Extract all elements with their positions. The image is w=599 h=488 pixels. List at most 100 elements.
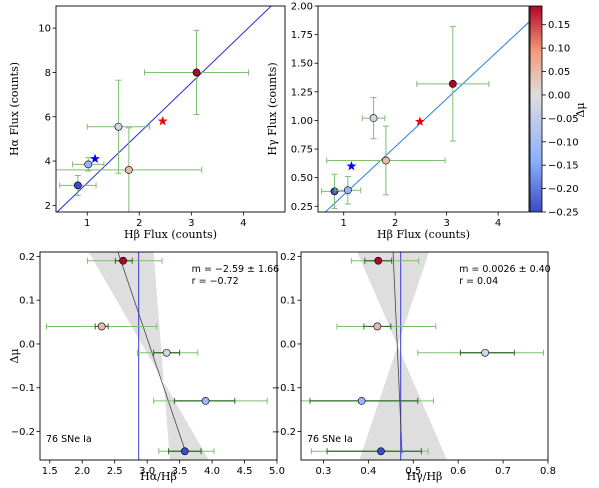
data-point: [382, 156, 390, 165]
x-tick-label: 4: [495, 218, 501, 229]
y-tick-label: −0.2: [272, 427, 296, 438]
colorbar-tick-label: 0.00: [548, 90, 570, 101]
y-tick-label: 0.1: [280, 296, 296, 307]
colorbar-gradient: [529, 5, 543, 213]
y-tick-label: 1.75: [291, 30, 313, 41]
halpha-vs-hbeta-panel: 1 2 3 4 2 4 6 8 10 Hβ Flux (counts) Hα Flux (count…: [8, 5, 286, 241]
x-tick-label: 1.5: [42, 466, 58, 477]
data-point: [180, 447, 189, 456]
y-tick-label: 10: [38, 24, 51, 35]
fit-annotation: r = 0.04: [459, 276, 498, 287]
colorbar-tick-label: −0.25: [548, 208, 579, 219]
star-marker: [415, 116, 425, 126]
error-bar: [310, 448, 429, 455]
fit-line: [392, 252, 403, 454]
y-tick-label: 8: [45, 68, 51, 79]
x-tick-label: 0.4: [360, 466, 376, 477]
plot-area: [301, 252, 545, 460]
data-point: [369, 114, 378, 123]
x-tick-label: 2: [392, 218, 398, 229]
x-tick-label: 0.3: [316, 466, 332, 477]
error-bar: [336, 323, 437, 330]
colorbar-tick-label: 0.10: [548, 44, 570, 55]
y-tick-label: 2: [45, 201, 51, 212]
data-point: [343, 186, 352, 195]
sample-label: 76 SNe Ia: [307, 434, 353, 445]
x-tick-label: 2.0: [74, 466, 90, 477]
y-axis-label: Hα Flux (counts): [8, 62, 21, 156]
data-point: [374, 256, 383, 265]
y-tick-label: 1.25: [291, 87, 313, 98]
dmu-vs-balmer-gamma-panel: 0.3 0.4 0.5 0.6 0.7 0.8 0.2 0.1 0.0 −0.1 −0.2 Hγ/Hβ…: [272, 251, 556, 483]
plot-area: [45, 252, 268, 460]
axes-frame: [55, 5, 286, 213]
y-tick-label: 0.1: [19, 296, 35, 307]
x-tick-label: 3.0: [139, 466, 155, 477]
y-tick-label: 1.50: [291, 59, 313, 70]
x-axis-label: Hα/Hβ: [140, 470, 177, 483]
x-tick-label: 3.5: [172, 466, 188, 477]
x-tick-label: 2.5: [107, 466, 123, 477]
y-tick-label: 0.25: [291, 202, 313, 213]
x-axis-label: Hβ Flux (counts): [377, 228, 470, 241]
y-tick-label: 0.0: [19, 339, 35, 350]
star-marker: [346, 161, 357, 171]
data-point: [330, 187, 339, 196]
dmu-vs-balmer-alpha-panel: 1.5 2.0 2.5 3.0 3.5 4.0 4.5 5.0 0.2 0.1 0.0 −0.1 −0.…: [8, 251, 285, 483]
fit-annotation: m = 0.0026 ± 0.40: [459, 264, 551, 275]
data-point: [377, 447, 385, 456]
y-axis-label: Δμ: [8, 348, 21, 363]
error-bar: [417, 349, 545, 356]
colorbar-tick-label: 0.15: [548, 20, 570, 31]
fit-line: [56, 6, 272, 212]
star-marker: [90, 153, 100, 163]
star-marker: [157, 116, 168, 126]
data-point: [448, 79, 457, 88]
x-tick-label: 3: [188, 218, 194, 229]
data-point: [373, 322, 382, 331]
fit-annotation: r = −0.72: [192, 276, 239, 287]
y-tick-label: −0.2: [11, 427, 35, 438]
confidence-band: [88, 252, 209, 460]
x-tick-label: 5.0: [269, 466, 285, 477]
y-tick-label: −0.1: [11, 383, 35, 394]
colorbar-tick-label: 0.05: [548, 67, 570, 78]
x-tick-label: 0.6: [450, 466, 466, 477]
x-tick-label: 4.0: [204, 466, 220, 477]
x-tick-label: 3: [443, 218, 449, 229]
y-axis-label: Hγ Flux (counts): [266, 62, 279, 155]
y-tick-label: −0.1: [272, 383, 296, 394]
plot-area: [321, 21, 529, 212]
data-point: [481, 348, 490, 357]
data-point: [162, 348, 171, 357]
y-tick-label: 0.2: [280, 252, 296, 263]
x-tick-label: 0.5: [405, 466, 421, 477]
x-axis-label: Hβ Flux (counts): [124, 228, 217, 241]
colorbar: 0.15 0.10 0.05 0.00 −0.05 −0.10 −0.15 −0.20 −0.2…: [529, 5, 587, 219]
fit-annotation: m = −2.59 ± 1.66: [192, 264, 280, 275]
colorbar-tick-label: −0.10: [548, 137, 579, 148]
hgamma-vs-hbeta-panel: 1 2 3 4 0.25 0.50 0.75 1.00 1.25 1.50 1.75 2.00 Hβ F…: [266, 2, 530, 241]
colorbar-tick-label: −0.20: [548, 184, 579, 195]
data-point: [84, 160, 93, 169]
y-tick-label: 1.00: [291, 116, 313, 127]
axes-frame: [300, 251, 549, 461]
colorbar-label: Δμ: [574, 102, 587, 117]
x-tick-label: 1: [341, 218, 347, 229]
plot-area: [56, 6, 272, 212]
data-point: [119, 256, 128, 265]
x-tick-label: 0.7: [495, 466, 511, 477]
x-tick-label: 4.5: [237, 466, 253, 477]
data-point: [357, 396, 366, 405]
colorbar-ticks: 0.15 0.10 0.05 0.00 −0.05 −0.10 −0.15 −0.20 −0.2…: [542, 20, 579, 219]
y-tick-label: 0.50: [291, 173, 313, 184]
data-point: [201, 396, 210, 405]
y-tick-label: 4: [45, 157, 51, 168]
x-tick-label: 4: [240, 218, 246, 229]
x-axis-label: Hγ/Hβ: [407, 470, 443, 483]
y-tick-label: 0.0: [280, 339, 296, 350]
x-tick-label: 2: [136, 218, 142, 229]
colorbar-tick-label: −0.05: [548, 114, 579, 125]
y-tick-label: 0.2: [19, 252, 35, 263]
